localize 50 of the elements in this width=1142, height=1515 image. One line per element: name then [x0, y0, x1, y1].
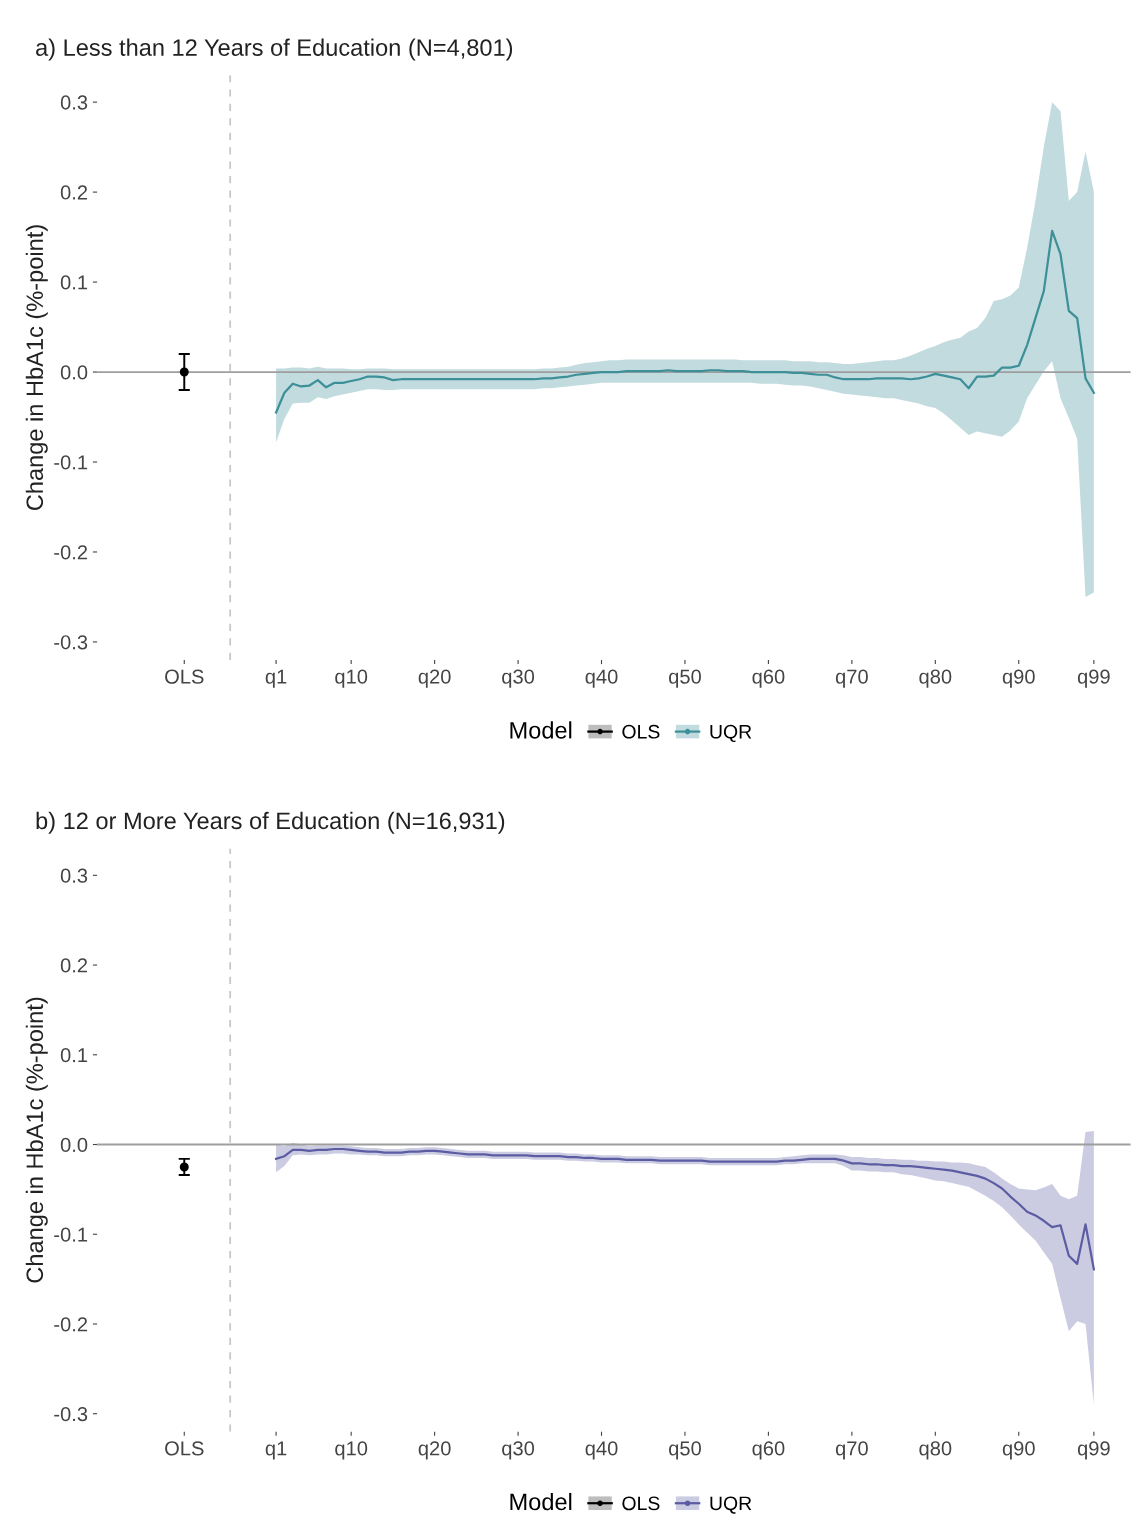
y-tick-label: -0.2 — [54, 545, 88, 560]
y-tick-label: 0.2 — [60, 185, 88, 200]
chart-title: a) Less than 12 Years of Education (N=4,801) — [36, 38, 513, 61]
x-tick-label: q10 — [335, 669, 368, 688]
legend-label: UQR — [710, 1496, 752, 1514]
y-axis-title: Change in HbA1c (%-point) — [25, 997, 48, 1283]
x-tick-label: q40 — [585, 669, 618, 688]
y-tick-label: 0.3 — [60, 868, 88, 883]
x-tick-label: q10 — [335, 1441, 368, 1460]
x-tick-label: q1 — [265, 669, 287, 688]
x-tick-label: OLS — [165, 669, 204, 684]
x-tick-label: q80 — [919, 669, 952, 688]
y-tick-label: 0.2 — [60, 958, 88, 973]
y-tick-label: 0.3 — [60, 95, 88, 110]
x-tick-label: q99 — [1077, 669, 1110, 688]
x-tick-label: q90 — [1002, 1441, 1035, 1460]
x-tick-label: q80 — [919, 1441, 952, 1460]
y-tick-label: 0.1 — [60, 1048, 88, 1063]
x-tick-label: q60 — [752, 1441, 785, 1460]
x-tick-label: q50 — [669, 669, 701, 688]
x-tick-label: q50 — [669, 1441, 701, 1460]
x-tick-label: q90 — [1002, 669, 1035, 688]
legend-label: UQR — [710, 724, 752, 743]
x-tick-label: q99 — [1077, 1441, 1110, 1460]
chart-title: b) 12 or More Years of Education (N=16,931) — [36, 811, 505, 834]
y-tick-label: -0.2 — [54, 1317, 88, 1332]
y-tick-label: 0.0 — [60, 365, 88, 380]
legend-title: Model — [510, 1492, 572, 1511]
x-tick-label: q30 — [502, 1441, 535, 1460]
line-series — [274, 1147, 1095, 1271]
y-tick-label: 0.1 — [60, 275, 88, 290]
x-tick-label: q20 — [418, 669, 451, 688]
y-tick-label: -0.1 — [54, 455, 88, 470]
x-tick-label: q60 — [752, 669, 785, 688]
y-axis-title: Change in HbA1c (%-point) — [25, 225, 48, 511]
y-tick-label: -0.1 — [54, 1227, 88, 1242]
x-tick-label: q70 — [835, 1441, 868, 1460]
x-tick-label: q1 — [265, 1441, 287, 1460]
x-tick-label: q70 — [835, 669, 868, 688]
x-tick-label: q20 — [418, 1441, 451, 1460]
y-tick-label: 0.0 — [60, 1137, 88, 1153]
legend-title: Model — [510, 721, 572, 739]
x-tick-label: q40 — [585, 1441, 618, 1460]
legend-label: OLS — [622, 724, 660, 739]
y-tick-label: -0.3 — [54, 635, 88, 650]
x-tick-label: OLS — [165, 1441, 204, 1456]
line-series — [274, 229, 1095, 414]
x-tick-label: q30 — [502, 669, 535, 688]
y-tick-label: -0.3 — [54, 1406, 88, 1422]
legend-label: OLS — [622, 1496, 660, 1511]
